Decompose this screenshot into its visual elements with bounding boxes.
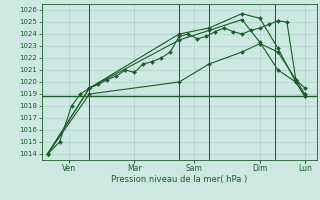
X-axis label: Pression niveau de la mer( hPa ): Pression niveau de la mer( hPa ) xyxy=(111,175,247,184)
